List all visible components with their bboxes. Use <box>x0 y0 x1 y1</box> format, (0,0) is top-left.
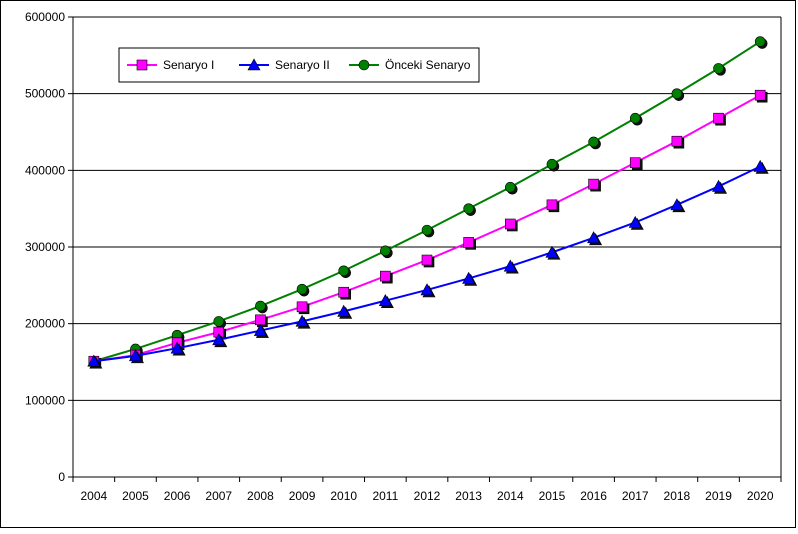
data-point <box>504 218 516 230</box>
x-tick-label: 2009 <box>289 489 316 503</box>
legend-label: Senaryo II <box>275 58 330 72</box>
data-point <box>713 112 724 124</box>
y-tick-label: 0 <box>58 470 65 484</box>
x-tick-label: 2014 <box>497 489 524 503</box>
data-point <box>296 283 308 295</box>
legend-label: Senaryo I <box>163 58 214 72</box>
data-point <box>255 314 266 326</box>
x-tick-label: 2013 <box>455 489 482 503</box>
data-point <box>671 135 683 147</box>
legend-box <box>118 47 480 83</box>
series-circle <box>88 36 768 369</box>
series-line <box>93 40 761 363</box>
data-point <box>421 224 433 236</box>
y-tick-label: 300000 <box>25 240 65 254</box>
data-point <box>754 89 766 101</box>
x-tick-label: 2018 <box>664 489 691 503</box>
data-point <box>588 136 599 148</box>
x-tick-label: 2011 <box>372 489 398 503</box>
series-triangle <box>87 159 769 369</box>
data-point <box>629 157 641 168</box>
series-group <box>87 36 769 369</box>
axes <box>68 16 782 482</box>
data-point <box>463 203 474 214</box>
data-point <box>546 158 558 170</box>
data-point <box>420 283 434 296</box>
legend: Senaryo I Senaryo II Önceki Senaryo <box>118 47 480 83</box>
x-tick-label: 2007 <box>205 489 232 503</box>
data-point <box>338 265 350 277</box>
legend-entry: Senaryo II <box>239 58 330 72</box>
x-tick-label: 2008 <box>247 489 274 503</box>
data-point <box>629 112 641 124</box>
data-point <box>380 245 391 257</box>
x-tick-label: 2020 <box>747 489 774 503</box>
x-tick-label: 2012 <box>414 489 441 503</box>
x-tick-labels: 2004 2005 2006 2007 2008 2009 2010 2011 2012 2013… <box>80 489 773 503</box>
legend-entry: Senaryo I <box>127 58 214 72</box>
x-tick-label: 2006 <box>164 489 191 503</box>
data-point <box>546 199 558 211</box>
data-point <box>87 354 101 367</box>
legend-label: Önceki Senaryo <box>385 58 471 72</box>
data-point <box>504 181 516 193</box>
data-point <box>588 178 599 190</box>
y-tick-label: 500000 <box>25 87 65 101</box>
data-point <box>380 270 391 282</box>
data-point <box>587 231 601 244</box>
data-point <box>754 36 766 47</box>
data-point <box>670 198 684 211</box>
data-point <box>338 286 350 298</box>
data-point <box>628 215 642 228</box>
data-point <box>753 159 767 172</box>
x-tick-label: 2005 <box>122 489 149 503</box>
data-point <box>213 316 225 327</box>
y-tick-label: 600000 <box>25 10 65 24</box>
data-point <box>128 349 142 362</box>
legend-marker <box>247 58 261 71</box>
data-point <box>170 341 184 354</box>
y-tick-labels: 0 100000 200000 300000 400000 500000 600000 <box>25 10 65 484</box>
y-tick-label: 100000 <box>25 393 65 407</box>
y-tick-label: 400000 <box>25 163 65 177</box>
data-point <box>337 304 351 317</box>
data-point <box>671 88 683 99</box>
x-tick-label: 2010 <box>330 489 357 503</box>
x-tick-label: 2016 <box>580 489 607 503</box>
data-point <box>378 294 392 306</box>
data-point <box>503 259 517 272</box>
legend-entry: Önceki Senaryo <box>349 58 471 72</box>
data-point <box>712 179 726 192</box>
data-point <box>463 237 474 248</box>
y-tick-label: 200000 <box>25 317 65 331</box>
data-point <box>212 333 226 346</box>
legend-marker <box>136 59 148 71</box>
x-tick-label: 2019 <box>705 489 732 503</box>
data-point <box>253 323 267 336</box>
data-point <box>421 254 433 266</box>
data-point <box>713 63 724 74</box>
data-point <box>545 245 559 258</box>
data-point <box>462 271 476 284</box>
legend-marker <box>358 59 370 71</box>
data-point <box>296 301 308 313</box>
x-tick-label: 2017 <box>622 489 649 503</box>
x-tick-label: 2004 <box>80 489 107 503</box>
data-point <box>255 300 266 312</box>
x-tick-label: 2015 <box>539 489 566 503</box>
data-point <box>295 314 309 327</box>
